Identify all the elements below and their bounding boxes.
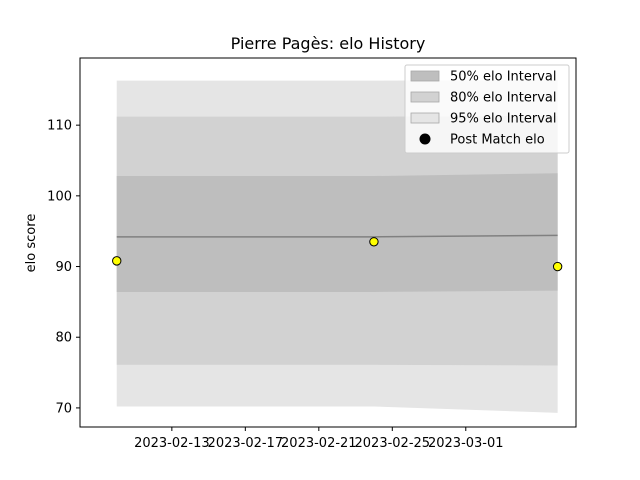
legend-label: 80% elo Interval bbox=[450, 91, 557, 106]
legend-swatch-50-elo-interval bbox=[410, 70, 440, 82]
x-tick-label: 2023-02-21 bbox=[281, 436, 357, 451]
y-tick-label: 90 bbox=[55, 260, 72, 275]
y-axis-label: elo score bbox=[24, 214, 39, 273]
y-tick-label: 70 bbox=[55, 401, 72, 416]
legend-swatch-80-elo-interval bbox=[410, 91, 440, 103]
legend-marker-post-match-elo bbox=[419, 133, 431, 145]
legend: 50% elo Interval 80% elo Interval 95% elo … bbox=[404, 64, 570, 154]
chart-title: Pierre Pagès: elo History bbox=[231, 34, 426, 53]
legend-swatch-95-elo-interval bbox=[410, 112, 440, 124]
post-match-elo-point bbox=[552, 261, 563, 272]
legend-label: 95% elo Interval bbox=[450, 112, 557, 127]
axes: 2023-02-132023-02-172023-02-212023-02-25… bbox=[47, 57, 577, 451]
axes-frame bbox=[79, 57, 577, 428]
x-tick-label: 2023-03-01 bbox=[428, 436, 504, 451]
legend-label: Post Match elo bbox=[450, 133, 545, 148]
x-tick-label: 2023-02-13 bbox=[134, 436, 210, 451]
y-tick-label: 110 bbox=[47, 119, 72, 134]
post-match-elo-point bbox=[369, 237, 379, 247]
mean-elo-line bbox=[116, 234, 558, 238]
legend-box bbox=[404, 64, 570, 154]
legend-label: 50% elo Interval bbox=[450, 70, 557, 85]
plot-area bbox=[112, 79, 563, 413]
post-match-elo-point bbox=[112, 256, 122, 266]
band-50-elo-interval bbox=[116, 173, 558, 292]
y-tick-label: 80 bbox=[55, 331, 72, 346]
x-tick-label: 2023-02-25 bbox=[355, 436, 431, 451]
x-tick-label: 2023-02-17 bbox=[208, 436, 284, 451]
y-tick-label: 100 bbox=[47, 189, 72, 204]
